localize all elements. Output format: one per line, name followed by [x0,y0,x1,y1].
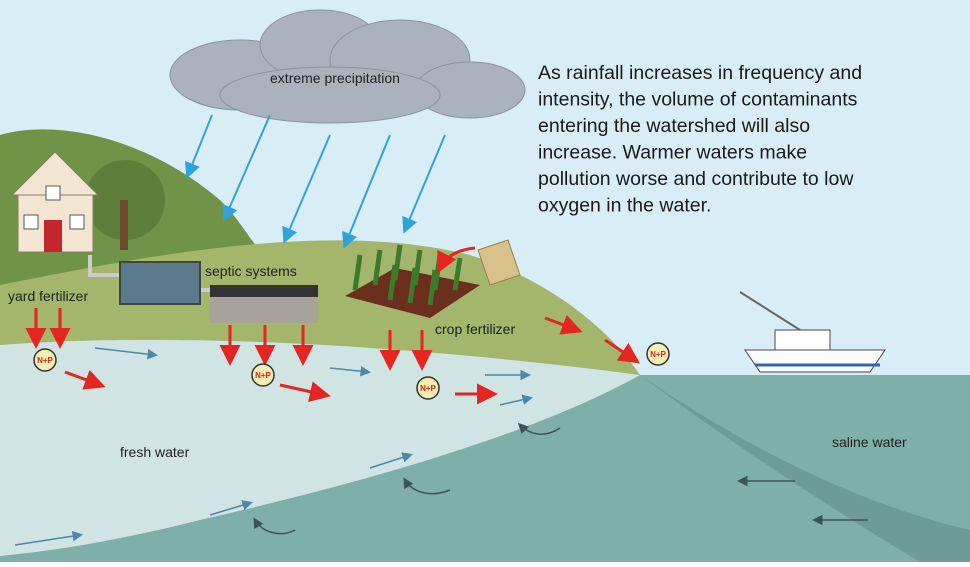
crop-field [345,239,521,318]
red-arrows-part [64,369,106,390]
water-arrows-part [14,530,83,546]
nutrient-label: N+P [255,371,271,380]
water-arrows-part [209,500,253,516]
rain-part [185,114,213,179]
water-arrows-part [94,347,158,360]
rain-part [342,134,391,249]
nutrient-label: N+P [420,384,436,393]
red-arrows [25,308,640,405]
red-arrows-part [544,314,583,335]
boat-part [739,291,801,331]
boat-part [774,329,831,351]
saline-label: saline water [832,434,907,450]
water-arrows [14,347,533,546]
water-part [640,375,970,562]
circulation-part [517,422,561,435]
septic-part [119,261,201,305]
boat [739,291,886,373]
cloud-part [219,66,441,124]
circulation-part [403,477,451,495]
description-line: As rainfall increases in frequency and [538,62,862,84]
circulation [253,422,868,535]
description-line: pollution worse and contribute to low [538,168,854,190]
house-part [45,185,61,201]
rain-part [282,134,331,244]
description-line: intensity, the volume of contaminants [538,89,858,111]
crop-field-part [477,239,521,286]
description: As rainfall increases in frequency and in… [538,62,862,217]
crop-label: crop fertilizer [435,321,515,337]
nutrient-markers-part [33,348,57,372]
red-arrows-part [604,338,640,364]
rain-part [222,114,271,222]
description-line: oxygen in the water. [538,195,711,217]
red-arrows-part [279,381,331,402]
description-line: entering the watershed will also [538,115,810,137]
rain [185,114,446,249]
nutrient-markers-part [646,342,670,366]
septic-label: septic systems [205,263,297,279]
house-part [69,214,85,230]
rain-part [402,134,446,234]
house-part [120,200,128,250]
nutrient-label: N+P [650,350,666,359]
cloud-label: extreme precipitation [270,70,400,86]
septic [88,255,318,323]
house [10,151,165,253]
circulation-part [253,517,296,535]
fresh-label: fresh water [120,444,190,460]
septic-part [210,285,318,297]
water-arrows-part [329,365,371,377]
nutrient-markers [33,342,670,400]
water-arrows-part [499,394,533,406]
boat-part [744,349,886,373]
nutrient-markers-part [416,376,440,400]
nutrient-label: N+P [37,356,53,365]
crop-field-part [437,246,476,274]
house-part [44,220,62,252]
description-line: increase. Warmer waters make [538,142,807,164]
house-part [23,214,39,230]
cloud [169,9,526,124]
nutrient-markers-part [251,363,275,387]
water-arrows-part [369,452,413,469]
yard-label: yard fertilizer [8,288,88,304]
